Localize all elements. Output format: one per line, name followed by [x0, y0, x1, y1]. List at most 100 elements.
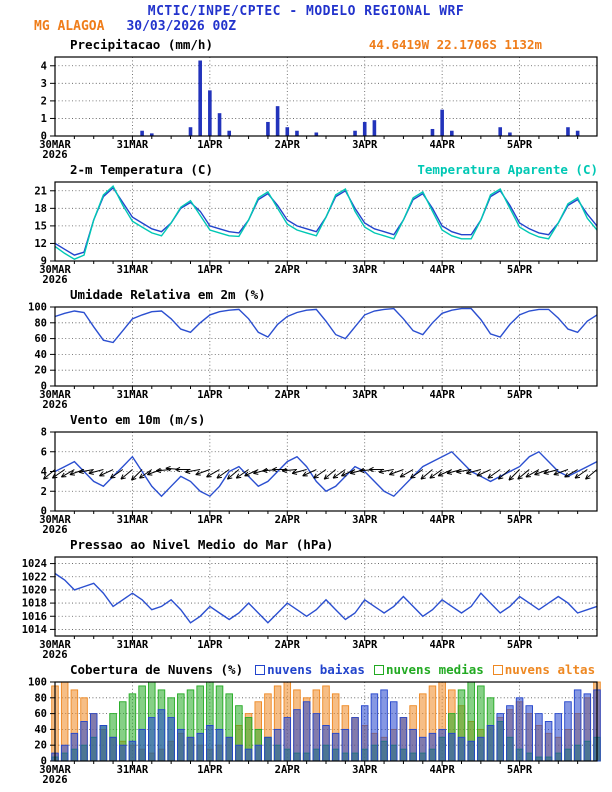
- svg-text:60: 60: [34, 708, 47, 720]
- svg-text:30MAR: 30MAR: [39, 639, 71, 651]
- svg-text:31MAR: 31MAR: [117, 764, 149, 776]
- svg-text:2APR: 2APR: [275, 139, 301, 151]
- clouds-plot-border: [54, 681, 598, 762]
- svg-text:5APR: 5APR: [507, 639, 533, 651]
- svg-text:3APR: 3APR: [352, 264, 378, 276]
- temp-title: 2-m Temperatura (C): [70, 162, 213, 177]
- svg-text:3APR: 3APR: [352, 639, 378, 651]
- svg-text:4APR: 4APR: [429, 389, 455, 401]
- precip-chart: 0 1 2 3 4 30MAR 31MAR 1APR 2APR 3APR 4APR 5APR 2026: [39, 56, 598, 160]
- svg-text:3APR: 3APR: [352, 514, 378, 526]
- clouds-chart: 0 20 40 60 80 100 30MAR 31MAR 1APR 2APR 3APR 4APR 5A…: [28, 677, 601, 785]
- svg-text:4APR: 4APR: [429, 514, 455, 526]
- humidity-axes: 0 20 40 60 80 100 30MAR 31MAR 1APR 2APR 3APR 4APR 5A…: [28, 302, 579, 410]
- svg-text:20: 20: [34, 365, 47, 377]
- humidity-chart: 0 20 40 60 80 100 30MAR 31MAR 1APR 2APR 3APR 4APR 5A…: [28, 302, 598, 410]
- clouds-title: Cobertura de Nuvens (%): [70, 662, 244, 677]
- svg-text:6: 6: [41, 446, 47, 458]
- svg-text:2: 2: [41, 95, 47, 107]
- svg-text:31MAR: 31MAR: [117, 139, 149, 151]
- svg-text:4APR: 4APR: [429, 139, 455, 151]
- svg-text:1APR: 1APR: [197, 264, 223, 276]
- svg-text:30MAR: 30MAR: [39, 514, 71, 526]
- svg-text:3APR: 3APR: [352, 389, 378, 401]
- run-info-row: MG ALAGOA 30/03/2026 00Z: [34, 19, 612, 35]
- svg-text:31MAR: 31MAR: [117, 639, 149, 651]
- svg-text:5APR: 5APR: [507, 264, 533, 276]
- svg-text:1APR: 1APR: [197, 389, 223, 401]
- wind-title: Vento em 10m (m/s): [70, 412, 206, 427]
- svg-text:30MAR: 30MAR: [39, 764, 71, 776]
- temp-gridlines: [55, 182, 597, 261]
- svg-text:40: 40: [34, 724, 47, 736]
- temp-series: [54, 184, 598, 260]
- svg-text:1APR: 1APR: [197, 514, 223, 526]
- svg-text:80: 80: [34, 317, 47, 329]
- svg-text:2026: 2026: [42, 149, 67, 160]
- temperature-chart: 9 12 15 18 21 30MAR 31MAR 1APR 2APR 3APR 4APR 5APR 2…: [34, 181, 598, 285]
- low-clouds-swatch-icon: [255, 664, 266, 675]
- svg-text:8: 8: [41, 427, 47, 439]
- svg-text:4APR: 4APR: [429, 764, 455, 776]
- panel-pressure: Pressao ao Nivel Medio do Mar (hPa) 1014…: [0, 535, 612, 660]
- svg-text:1016: 1016: [22, 611, 47, 623]
- mid-clouds-swatch-icon: [373, 664, 384, 675]
- svg-text:1022: 1022: [22, 571, 47, 583]
- svg-text:30MAR: 30MAR: [39, 139, 71, 151]
- svg-text:30MAR: 30MAR: [39, 389, 71, 401]
- svg-text:31MAR: 31MAR: [117, 389, 149, 401]
- svg-text:1: 1: [41, 113, 47, 125]
- svg-text:18: 18: [34, 203, 47, 215]
- svg-text:30MAR: 30MAR: [39, 264, 71, 276]
- svg-text:21: 21: [34, 185, 47, 197]
- wind-plot-border: [54, 431, 598, 512]
- svg-text:9: 9: [41, 256, 47, 268]
- precip-title: Precipitacao (mm/h): [70, 37, 213, 52]
- precip-gridlines: [55, 57, 597, 136]
- legend-item-high-clouds: nuvens altas: [492, 662, 596, 677]
- station-label: MG ALAGOA: [34, 19, 105, 34]
- panel-temperature: 2-m Temperatura (C) Temperatura Aparente…: [0, 160, 612, 285]
- apparent-temp-label: Temperatura Aparente (C): [417, 162, 598, 177]
- legend-mid-clouds-label: nuvens medias: [385, 662, 484, 677]
- svg-text:60: 60: [34, 333, 47, 345]
- svg-text:2: 2: [41, 486, 47, 498]
- humidity-series: [54, 307, 598, 344]
- svg-text:5APR: 5APR: [507, 514, 533, 526]
- svg-text:2APR: 2APR: [275, 514, 301, 526]
- svg-text:0: 0: [41, 506, 47, 518]
- svg-text:2026: 2026: [42, 399, 67, 410]
- humidity-plot-border: [54, 306, 598, 387]
- run-datetime-label: 30/03/2026 00Z: [126, 19, 237, 34]
- svg-text:1APR: 1APR: [197, 639, 223, 651]
- pressure-series: [54, 572, 598, 624]
- svg-text:4: 4: [41, 466, 47, 478]
- panel-clouds: Cobertura de Nuvens (%) nuvens baixas nu…: [0, 660, 612, 785]
- svg-text:5APR: 5APR: [507, 389, 533, 401]
- legend-item-low-clouds: nuvens baixas: [255, 662, 365, 677]
- svg-text:1020: 1020: [22, 584, 47, 596]
- svg-text:2APR: 2APR: [275, 639, 301, 651]
- svg-text:12: 12: [34, 238, 47, 250]
- legend-low-clouds-label: nuvens baixas: [267, 662, 365, 677]
- temp-plot-border: [54, 181, 598, 262]
- svg-text:0: 0: [41, 756, 47, 768]
- legend-high-clouds-label: nuvens altas: [504, 662, 596, 677]
- precip-plot-border: [54, 56, 598, 137]
- svg-text:15: 15: [34, 220, 47, 232]
- precip-series: [140, 60, 580, 137]
- svg-text:1APR: 1APR: [197, 139, 223, 151]
- high-clouds-swatch-icon: [492, 664, 503, 675]
- svg-text:2026: 2026: [42, 274, 67, 285]
- svg-text:31MAR: 31MAR: [117, 264, 149, 276]
- svg-text:2APR: 2APR: [275, 264, 301, 276]
- svg-text:0: 0: [41, 131, 47, 143]
- svg-text:1014: 1014: [22, 624, 47, 636]
- svg-text:2APR: 2APR: [275, 389, 301, 401]
- clouds-legend: nuvens baixas nuvens medias nuvens altas: [255, 662, 595, 677]
- svg-text:2APR: 2APR: [275, 764, 301, 776]
- clouds-axes: 0 20 40 60 80 100 30MAR 31MAR 1APR 2APR 3APR 4APR 5A…: [28, 677, 579, 785]
- wind-chart: 0 2 4 6 8 30MAR 31MAR 1APR 2APR 3APR 4APR 5APR 2026: [39, 427, 598, 535]
